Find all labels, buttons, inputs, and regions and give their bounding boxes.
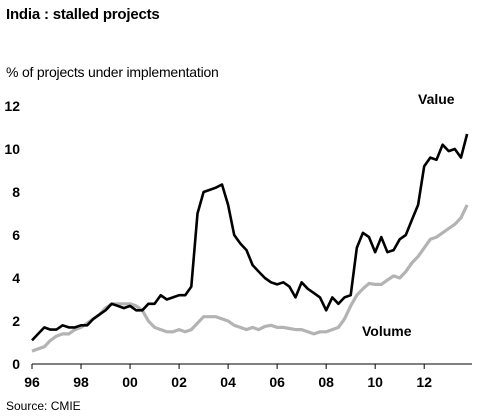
- y-tick-label: 10: [4, 141, 20, 157]
- series-line-value: [31, 133, 469, 342]
- x-tick-label: 08: [318, 374, 334, 390]
- y-tick-label: 0: [12, 356, 20, 372]
- x-tick-label: 00: [122, 374, 138, 390]
- source-note: Source: CMIE: [6, 399, 81, 413]
- y-tick-label: 6: [12, 227, 20, 243]
- x-tick-label: 10: [367, 374, 383, 390]
- y-tick-label: 8: [12, 184, 20, 200]
- x-tick-label: 12: [416, 374, 432, 390]
- y-tick-label: 2: [12, 313, 20, 329]
- y-tick-label: 4: [12, 270, 20, 286]
- chart-series: [31, 133, 469, 353]
- x-tick-label: 06: [269, 374, 285, 390]
- series-label-value: Value: [418, 91, 455, 107]
- chart-subtitle: % of projects under implementation: [6, 64, 219, 80]
- series-label-volume: Volume: [362, 323, 412, 339]
- x-tick-label: 96: [24, 374, 40, 390]
- series-line-volume: [31, 204, 469, 353]
- y-tick-label: 12: [4, 98, 20, 114]
- series-labels: Value Volume: [362, 91, 455, 339]
- x-tick-label: 98: [73, 374, 89, 390]
- x-tick-label: 04: [220, 374, 236, 390]
- x-tick-label: 02: [171, 374, 187, 390]
- chart-title: India : stalled projects: [6, 6, 160, 23]
